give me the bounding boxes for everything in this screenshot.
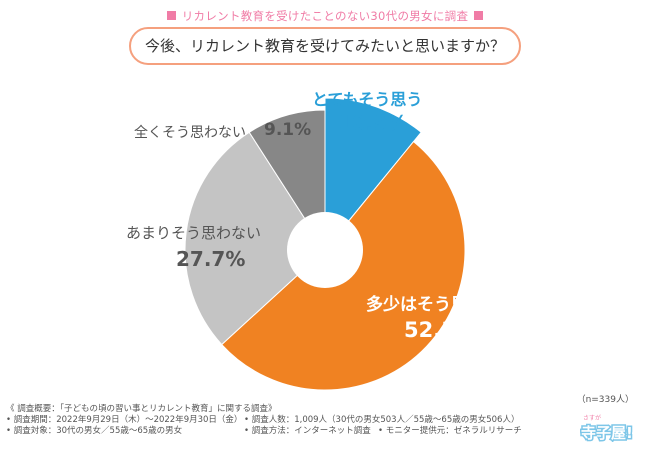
slice-value-very-much: 10.9%: [338, 111, 408, 135]
pie-slice-3: [248, 109, 326, 252]
slice-label-not-at-all: 全くそう思わない: [134, 125, 246, 141]
logo-top-text: さすが: [583, 414, 601, 422]
notes-respondents: • 調査人数：1,009人（30代の男女503人／55歳～65歳の男女506人）: [244, 415, 520, 425]
slice-label-very-much: とてもそう思う: [312, 90, 423, 109]
square-bullet-icon: [166, 11, 176, 20]
pie-slice-2: [184, 131, 326, 346]
notes-period: • 調査期間：2022年9月29日（木）～2022年9月30日（金）: [6, 415, 243, 425]
sample-size-label: （n=339人）: [576, 395, 634, 405]
donut-hole: [287, 212, 363, 288]
notes-title: 《 調査概要：「子どもの頃の習い事とリカレント教育」に関する調査》: [6, 404, 277, 414]
notes-method: • 調査方法：インターネット調査: [244, 426, 371, 436]
logo-main-text: 寺子屋!: [581, 424, 633, 442]
notes-provider: • モニター提供元：ゼネラルリサーチ: [378, 426, 522, 436]
survey-notes: 《 調査概要：「子どもの頃の習い事とリカレント教育」に関する調査》 • 調査期間…: [6, 404, 606, 437]
question-box: 今後、リカレント教育を受けてみたいと思いますか？: [129, 27, 521, 65]
slice-label-somewhat: 多少はそう思う: [366, 295, 485, 315]
survey-subtitle: リカレント教育を受けたことのない30代の男女に調査: [0, 8, 650, 24]
slice-value-somewhat: 52.3%: [404, 318, 477, 342]
slice-label-not-much: あまりそう思わない: [126, 224, 262, 242]
slice-value-not-much: 27.7%: [176, 247, 246, 271]
survey-subtitle-text: リカレント教育を受けたことのない30代の男女に調査: [181, 9, 469, 23]
notes-target: • 調査対象：30代の男女／55歳～65歳の男女: [6, 426, 183, 436]
slice-value-not-at-all: 9.1%: [264, 120, 312, 140]
terakoya-logo: さすが 寺子屋!: [580, 414, 634, 442]
square-bullet-icon: [474, 11, 484, 20]
pie-slice-0: [324, 97, 422, 252]
